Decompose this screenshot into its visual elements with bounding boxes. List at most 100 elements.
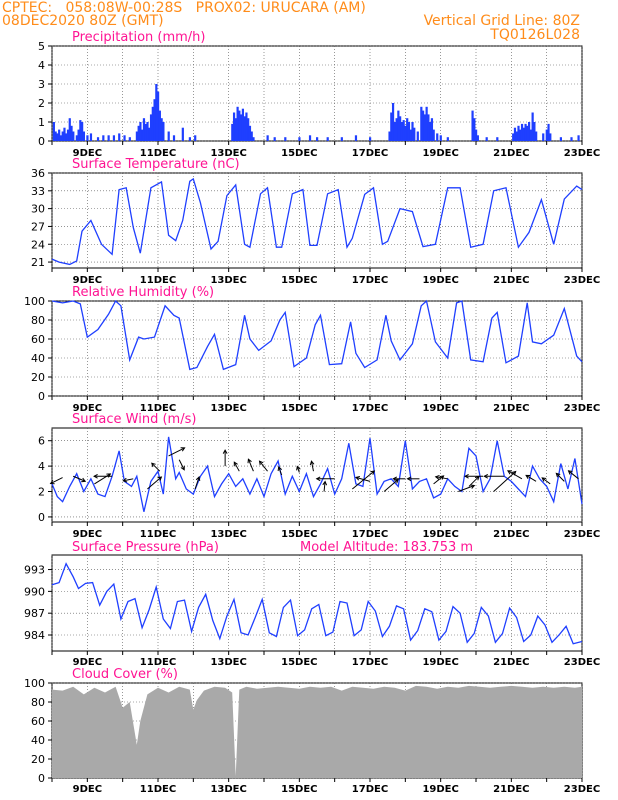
- cloud-x-tick-label: 15DEC: [281, 784, 317, 795]
- wind-x-tick-label: 13DEC: [210, 529, 246, 540]
- precip-frame: [51, 45, 583, 142]
- precip-bar: [240, 114, 243, 141]
- precip-bar: [52, 122, 55, 141]
- wind-vector-head: [511, 470, 517, 476]
- precip-bar: [158, 110, 161, 141]
- pressure-x-tick-label: 21DEC: [493, 657, 529, 668]
- wind-vector-head: [525, 474, 531, 480]
- precip-bar: [420, 106, 423, 141]
- wind-vector-head: [434, 475, 440, 480]
- precip-bar: [54, 131, 57, 141]
- temp-x-tick-label: 19DEC: [422, 275, 458, 286]
- wind-vector: [435, 476, 448, 480]
- precip-bar: [70, 125, 73, 141]
- precip-bar: [395, 118, 398, 141]
- precip-bar: [436, 133, 439, 141]
- wind-vector: [73, 475, 86, 482]
- precip-bar: [512, 133, 515, 141]
- wind-series-line: [51, 436, 583, 512]
- precip-bar: [181, 127, 184, 141]
- wind-vector-head: [555, 472, 561, 478]
- precip-bar: [146, 122, 149, 141]
- precip-bar: [162, 122, 165, 141]
- wind-vector-head: [277, 466, 283, 472]
- wind-vector: [493, 471, 517, 492]
- precip-bar: [528, 122, 531, 141]
- precip-bar: [393, 122, 396, 141]
- wind-x-tick-label: 15DEC: [281, 529, 317, 540]
- precip-bar: [194, 135, 197, 141]
- wind-vector: [355, 476, 371, 482]
- wind-vector: [178, 459, 185, 470]
- cloud-y-tick-label: 20: [31, 753, 45, 766]
- precip-bar: [423, 114, 426, 141]
- wind-vector-head: [93, 473, 98, 479]
- wind-vector-head: [322, 480, 328, 486]
- header-line1: CPTEC: 058:08W-00:28S PROX02: URUCARA (A…: [2, 0, 366, 16]
- precip-bar: [526, 125, 529, 141]
- precip-bar: [118, 133, 121, 141]
- wind-vector-head: [151, 462, 156, 468]
- precip-bar: [96, 137, 100, 141]
- pressure-x-tick-label: 17DEC: [352, 657, 388, 668]
- wind-vector: [458, 485, 475, 492]
- cloud-title: Cloud Cover (%): [72, 667, 178, 682]
- precip-bar: [236, 106, 239, 141]
- precip-bar: [61, 131, 64, 141]
- wind-vector-head: [370, 470, 376, 475]
- precip-bar: [570, 137, 573, 141]
- precip-bar: [102, 135, 105, 141]
- precip-bar: [66, 129, 70, 141]
- wind-vector: [352, 470, 375, 490]
- rh-series-line: [51, 299, 583, 371]
- cloud-x-tick-label: 13DEC: [210, 784, 246, 795]
- rh-y-tick-label: 100: [24, 295, 45, 308]
- rh-x-tick-label: 9DEC: [73, 403, 102, 414]
- precip-bar: [266, 135, 269, 141]
- precip-bar: [425, 106, 428, 141]
- precip-bar: [160, 118, 163, 141]
- precip-bar: [399, 116, 402, 141]
- rh-y-tick-label: 40: [31, 352, 45, 365]
- pressure-x-tick-label: 15DEC: [281, 657, 317, 668]
- wind-x-tick-label: 11DEC: [140, 529, 176, 540]
- precip-bar: [155, 84, 158, 141]
- precip-bar: [473, 118, 476, 141]
- precip-bar: [144, 123, 147, 141]
- cloud-x-tick-label: 23DEC: [564, 784, 600, 795]
- precip-bar: [65, 133, 68, 141]
- precip-bar: [545, 129, 548, 141]
- precip-bar: [559, 137, 562, 141]
- precip-bar: [409, 129, 412, 141]
- precip-bar: [432, 129, 435, 141]
- precip-bar: [531, 112, 534, 141]
- wind-vector-head: [315, 476, 321, 482]
- precip-bar: [406, 118, 409, 141]
- precip-bar: [515, 131, 518, 141]
- wind-vector-head: [296, 465, 301, 471]
- cloud-y-tick-label: 0: [38, 772, 45, 785]
- wind-y-tick-label: 6: [38, 435, 45, 448]
- wind-vector: [383, 479, 399, 492]
- temp-y-tick-label: 21: [31, 256, 45, 269]
- wind-x-tick-label: 21DEC: [493, 529, 529, 540]
- wind-vector: [525, 474, 537, 482]
- pressure-x-tick-label: 11DEC: [140, 657, 176, 668]
- temp-y-tick-label: 27: [31, 220, 45, 233]
- wind-vector: [568, 470, 579, 480]
- wind-vector-head: [81, 477, 87, 483]
- rh-x-tick-label: 17DEC: [352, 403, 388, 414]
- rh-title: Relative Humidity (%): [72, 285, 214, 300]
- cloud-x-tick-label: 19DEC: [422, 784, 458, 795]
- wind-vector-head: [157, 476, 163, 481]
- precip-bar: [247, 118, 250, 141]
- wind-vector: [233, 461, 240, 472]
- rh-y-tick-label: 20: [31, 371, 45, 384]
- wind-vector: [507, 470, 523, 480]
- precip-bar: [167, 131, 170, 141]
- precip-bar: [390, 112, 393, 141]
- precip-bar: [75, 135, 78, 141]
- wind-vector-head: [247, 458, 252, 464]
- precip-bar: [58, 129, 61, 141]
- precip-bar: [298, 137, 301, 141]
